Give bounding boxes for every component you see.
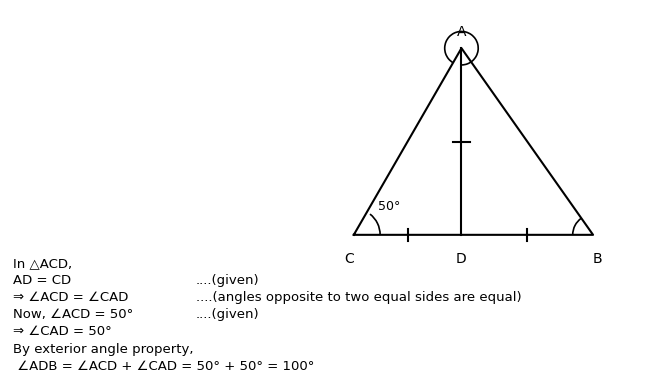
Text: D: D [456, 252, 467, 265]
Text: B: B [593, 252, 603, 265]
Text: ....(given): ....(given) [196, 308, 259, 321]
Text: ⇒ ∠CAD = 50°: ⇒ ∠CAD = 50° [13, 324, 112, 338]
Text: 50°: 50° [377, 200, 400, 213]
Text: Now, ∠ACD = 50°: Now, ∠ACD = 50° [13, 308, 133, 321]
Text: A: A [456, 24, 466, 39]
Text: AD = CD: AD = CD [13, 274, 71, 287]
Text: C: C [344, 252, 354, 265]
Text: In △ACD,: In △ACD, [13, 258, 72, 271]
Text: ....(angles opposite to two equal sides are equal): ....(angles opposite to two equal sides … [196, 291, 522, 304]
Text: ⇒ ∠ACD = ∠CAD: ⇒ ∠ACD = ∠CAD [13, 291, 129, 304]
Text: By exterior angle property,: By exterior angle property, [13, 343, 193, 356]
Text: ....(given): ....(given) [196, 274, 259, 287]
Text: ∠ADB = ∠ACD + ∠CAD = 50° + 50° = 100°: ∠ADB = ∠ACD + ∠CAD = 50° + 50° = 100° [13, 360, 315, 373]
